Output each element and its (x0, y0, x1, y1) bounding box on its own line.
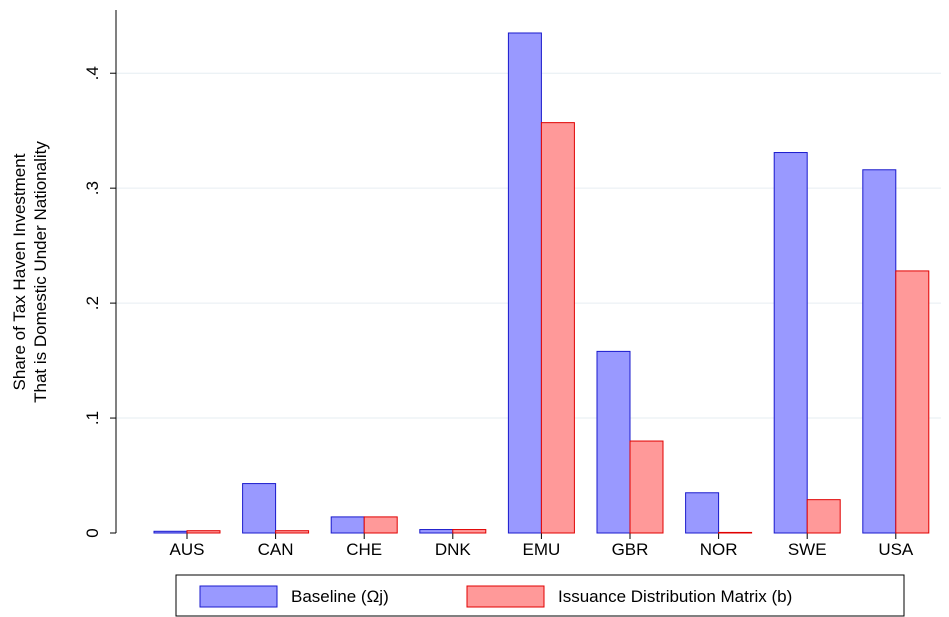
x-tick-label: NOR (700, 540, 738, 559)
bar (507, 32, 542, 534)
y-tick-label: .4 (83, 66, 102, 80)
bar (242, 483, 277, 534)
bar (275, 530, 310, 534)
y-tick-label: .1 (83, 411, 102, 425)
bar (452, 529, 487, 534)
bar (186, 530, 221, 534)
y-tick-label: .2 (83, 296, 102, 310)
y-axis-title: Share of Tax Haven Investment That is Do… (10, 141, 50, 403)
y-axis-title-line: That is Domestic Under Nationality (31, 141, 50, 403)
bar (363, 516, 398, 534)
y-tick-label: 0 (83, 528, 102, 537)
x-tick-label: GBR (612, 540, 649, 559)
x-tick-label: USA (878, 540, 914, 559)
bar (718, 531, 753, 534)
x-tick-label: CAN (258, 540, 294, 559)
bar (806, 499, 841, 534)
x-tick-label: DNK (435, 540, 472, 559)
x-tick-label: CHE (346, 540, 382, 559)
bar (862, 169, 897, 534)
legend-label: Issuance Distribution Matrix (b) (558, 587, 792, 606)
bar (153, 530, 188, 534)
x-tick-label: SWE (788, 540, 827, 559)
bar (419, 529, 454, 534)
bar (596, 350, 631, 534)
y-axis-title-line: Share of Tax Haven Investment (10, 153, 29, 390)
x-tick-label: EMU (523, 540, 561, 559)
bar (895, 270, 930, 534)
legend-swatch (199, 585, 278, 608)
x-tick-label: AUS (170, 540, 205, 559)
bar (330, 516, 365, 534)
y-tick-label: .3 (83, 181, 102, 195)
bar (685, 492, 720, 534)
legend-label: Baseline (Ωj) (291, 587, 389, 606)
bar (773, 152, 808, 534)
legend-swatch (466, 585, 545, 608)
bar (540, 122, 575, 534)
bar (629, 440, 664, 534)
